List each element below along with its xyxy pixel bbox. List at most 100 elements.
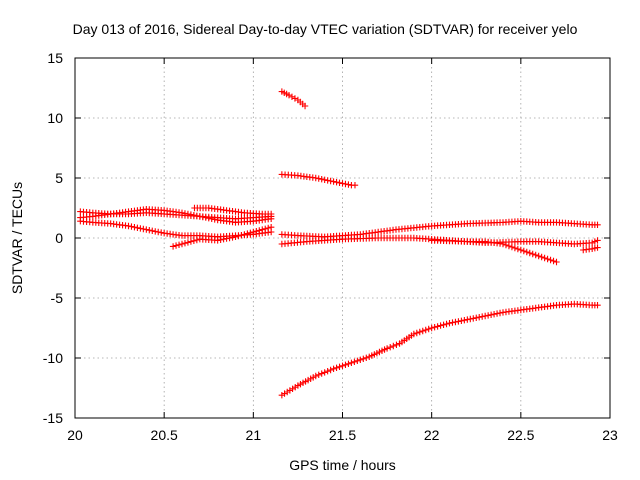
data-point: [223, 235, 230, 242]
y-tick-label: 15: [47, 50, 63, 66]
data-point: [241, 231, 248, 238]
data-point: [264, 224, 272, 232]
data-point: [181, 240, 189, 247]
data-point: [467, 315, 474, 323]
plot-area: [77, 88, 601, 399]
axis-ticks: 20 20.5 21 21.5 22 22.5 23 15 10 5 0 -5 -10 -15: [43, 50, 618, 443]
data-point: [327, 177, 334, 185]
data-point: [229, 234, 236, 241]
x-tick-label: 21: [246, 427, 262, 443]
data-point: [342, 361, 349, 368]
data-point: [146, 227, 153, 234]
data-point: [324, 177, 331, 184]
data-point: [345, 360, 352, 367]
data-point: [481, 312, 489, 320]
data-point: [330, 365, 337, 372]
data-point: [499, 240, 507, 248]
data-point: [354, 357, 361, 364]
data-point: [330, 178, 337, 185]
data-point: [250, 228, 257, 236]
data-point: [550, 257, 557, 265]
data-point: [594, 244, 601, 251]
series-arc-2: [77, 206, 275, 226]
data-point: [256, 227, 263, 234]
data-point: [523, 248, 530, 256]
y-tick-label: 5: [55, 170, 63, 186]
data-point: [390, 342, 397, 350]
data-point: [267, 210, 275, 218]
y-tick-label: -5: [51, 290, 64, 306]
data-point: [351, 358, 358, 365]
chart-title: Day 013 of 2016, Sidereal Day-to-day VTE…: [73, 21, 578, 37]
data-point: [473, 314, 480, 321]
data-point: [553, 258, 560, 266]
data-point: [535, 252, 542, 260]
series-arc-12: [278, 300, 601, 399]
data-point: [172, 242, 180, 249]
data-point: [458, 317, 465, 324]
data-point: [336, 179, 343, 186]
data-point: [187, 238, 195, 245]
data-point: [134, 224, 141, 231]
y-tick-label: 0: [55, 230, 63, 246]
data-point: [514, 245, 522, 253]
data-point: [262, 225, 269, 232]
data-point: [301, 102, 309, 110]
data-point: [202, 214, 209, 221]
data-point: [345, 181, 352, 188]
data-point: [184, 239, 192, 246]
data-point: [205, 215, 212, 222]
data-point: [321, 369, 328, 376]
data-point: [152, 228, 159, 235]
x-tick-label: 23: [602, 427, 618, 443]
series-arc-4: [169, 224, 275, 250]
data-point: [157, 229, 165, 236]
data-point: [428, 324, 435, 332]
data-point: [425, 325, 432, 333]
data-point: [419, 327, 426, 335]
data-point: [594, 302, 601, 309]
data-point: [125, 222, 132, 230]
data-point: [493, 310, 501, 317]
data-point: [321, 176, 328, 183]
data-point: [178, 209, 186, 216]
series-arc-8: [278, 218, 601, 240]
data-point: [440, 321, 447, 328]
data-point: [131, 224, 138, 231]
data-point: [490, 311, 498, 318]
data-point: [339, 180, 346, 187]
data-point: [452, 318, 459, 326]
data-point: [267, 224, 275, 231]
data-point: [181, 210, 189, 217]
data-point: [547, 256, 554, 264]
data-point: [232, 233, 239, 240]
data-point: [208, 215, 215, 222]
data-point: [455, 318, 462, 325]
data-point: [318, 370, 325, 377]
data-point: [339, 362, 346, 369]
data-point: [416, 328, 423, 336]
series-arc-5: [191, 204, 275, 218]
data-point: [357, 356, 364, 363]
y-axis-label: SDTVAR / TECUs: [9, 182, 25, 294]
x-tick-label: 20.5: [151, 427, 178, 443]
data-point: [253, 228, 260, 235]
data-point: [315, 175, 322, 182]
data-point: [508, 243, 516, 251]
data-point: [178, 240, 186, 248]
data-point: [393, 341, 400, 348]
data-point: [220, 236, 227, 243]
data-point: [312, 174, 319, 182]
data-point: [190, 237, 198, 244]
series-arc-10: [428, 237, 560, 266]
data-point: [478, 313, 486, 320]
data-point: [199, 213, 207, 221]
plot-frame: [74, 57, 611, 419]
data-point: [464, 316, 471, 323]
data-point: [422, 326, 429, 334]
data-point: [496, 309, 504, 317]
data-point: [511, 244, 519, 252]
data-point: [217, 236, 224, 243]
data-point: [413, 329, 421, 337]
data-point: [244, 230, 251, 237]
